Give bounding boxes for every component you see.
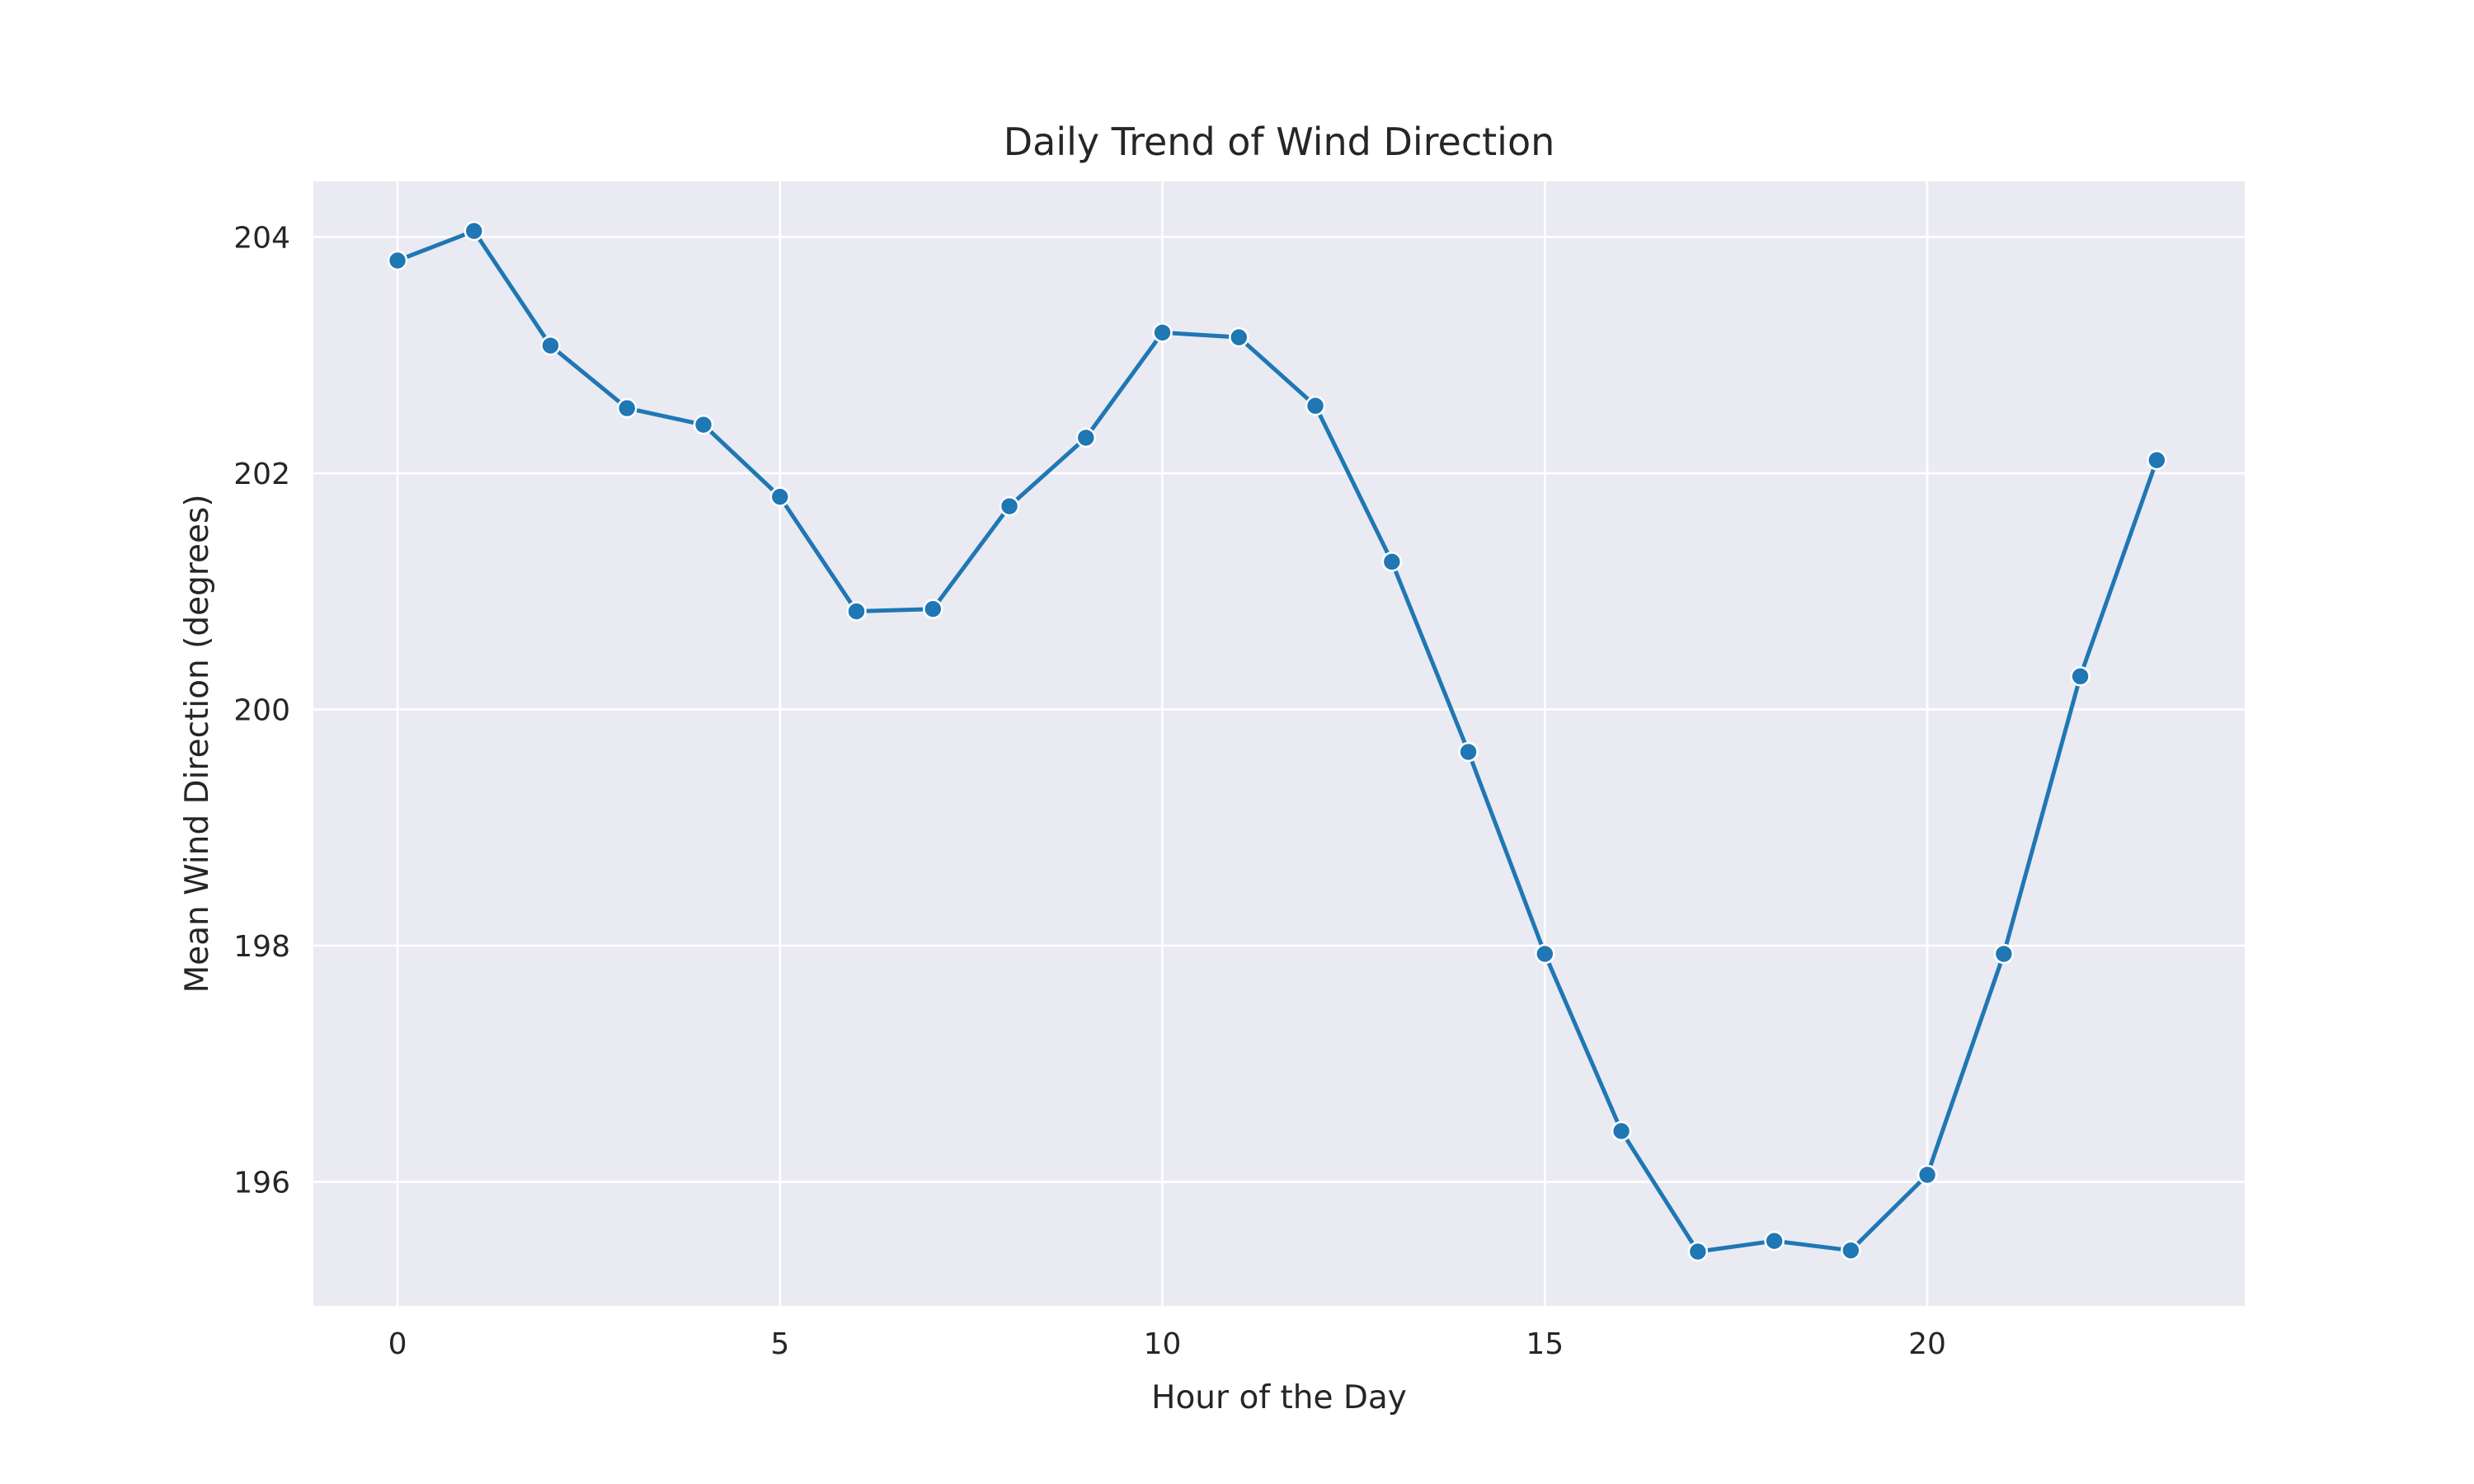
y-axis-label: Mean Wind Direction (degrees) xyxy=(179,494,216,993)
data-point xyxy=(1152,322,1173,343)
data-point xyxy=(1535,943,1555,965)
data-point xyxy=(1075,427,1097,448)
series-layer xyxy=(387,220,2167,1262)
data-point xyxy=(1229,326,1249,348)
chart-title: Daily Trend of Wind Direction xyxy=(1004,120,1555,164)
y-tick-label: 200 xyxy=(233,693,290,727)
y-tick-label: 196 xyxy=(233,1167,290,1200)
x-tick-label: 20 xyxy=(1908,1327,1946,1361)
data-point xyxy=(1305,395,1326,416)
data-point xyxy=(616,397,637,419)
grid-lines xyxy=(313,181,2245,1306)
x-tick-label: 10 xyxy=(1144,1327,1182,1361)
x-axis-ticks: 0 5 10 15 20 xyxy=(388,1327,1946,1361)
data-point xyxy=(1917,1164,1938,1186)
data-point xyxy=(846,601,867,622)
y-tick-label: 202 xyxy=(233,458,290,491)
data-point xyxy=(1841,1240,1861,1261)
y-tick-label: 204 xyxy=(233,221,290,255)
data-point xyxy=(387,250,408,271)
data-point xyxy=(999,495,1020,517)
data-point xyxy=(540,335,561,356)
x-axis-label: Hour of the Day xyxy=(1151,1379,1407,1416)
data-point xyxy=(769,486,791,507)
y-axis-ticks: 196 198 200 202 204 xyxy=(233,221,290,1200)
x-tick-label: 5 xyxy=(770,1327,789,1361)
data-point xyxy=(463,220,485,242)
data-point xyxy=(1993,943,2015,965)
x-tick-label: 15 xyxy=(1526,1327,1564,1361)
data-point xyxy=(2147,449,2167,471)
data-point xyxy=(693,414,714,435)
data-point xyxy=(1381,552,1403,572)
data-point xyxy=(922,599,943,619)
plot-area xyxy=(313,181,2245,1306)
data-point xyxy=(1687,1241,1709,1262)
x-tick-label: 0 xyxy=(388,1327,407,1361)
y-tick-label: 198 xyxy=(233,930,290,964)
data-point xyxy=(1611,1120,1632,1142)
data-point xyxy=(1764,1230,1785,1252)
data-point xyxy=(2070,666,2091,687)
series-line xyxy=(395,228,2159,1254)
data-point xyxy=(1458,741,1479,763)
